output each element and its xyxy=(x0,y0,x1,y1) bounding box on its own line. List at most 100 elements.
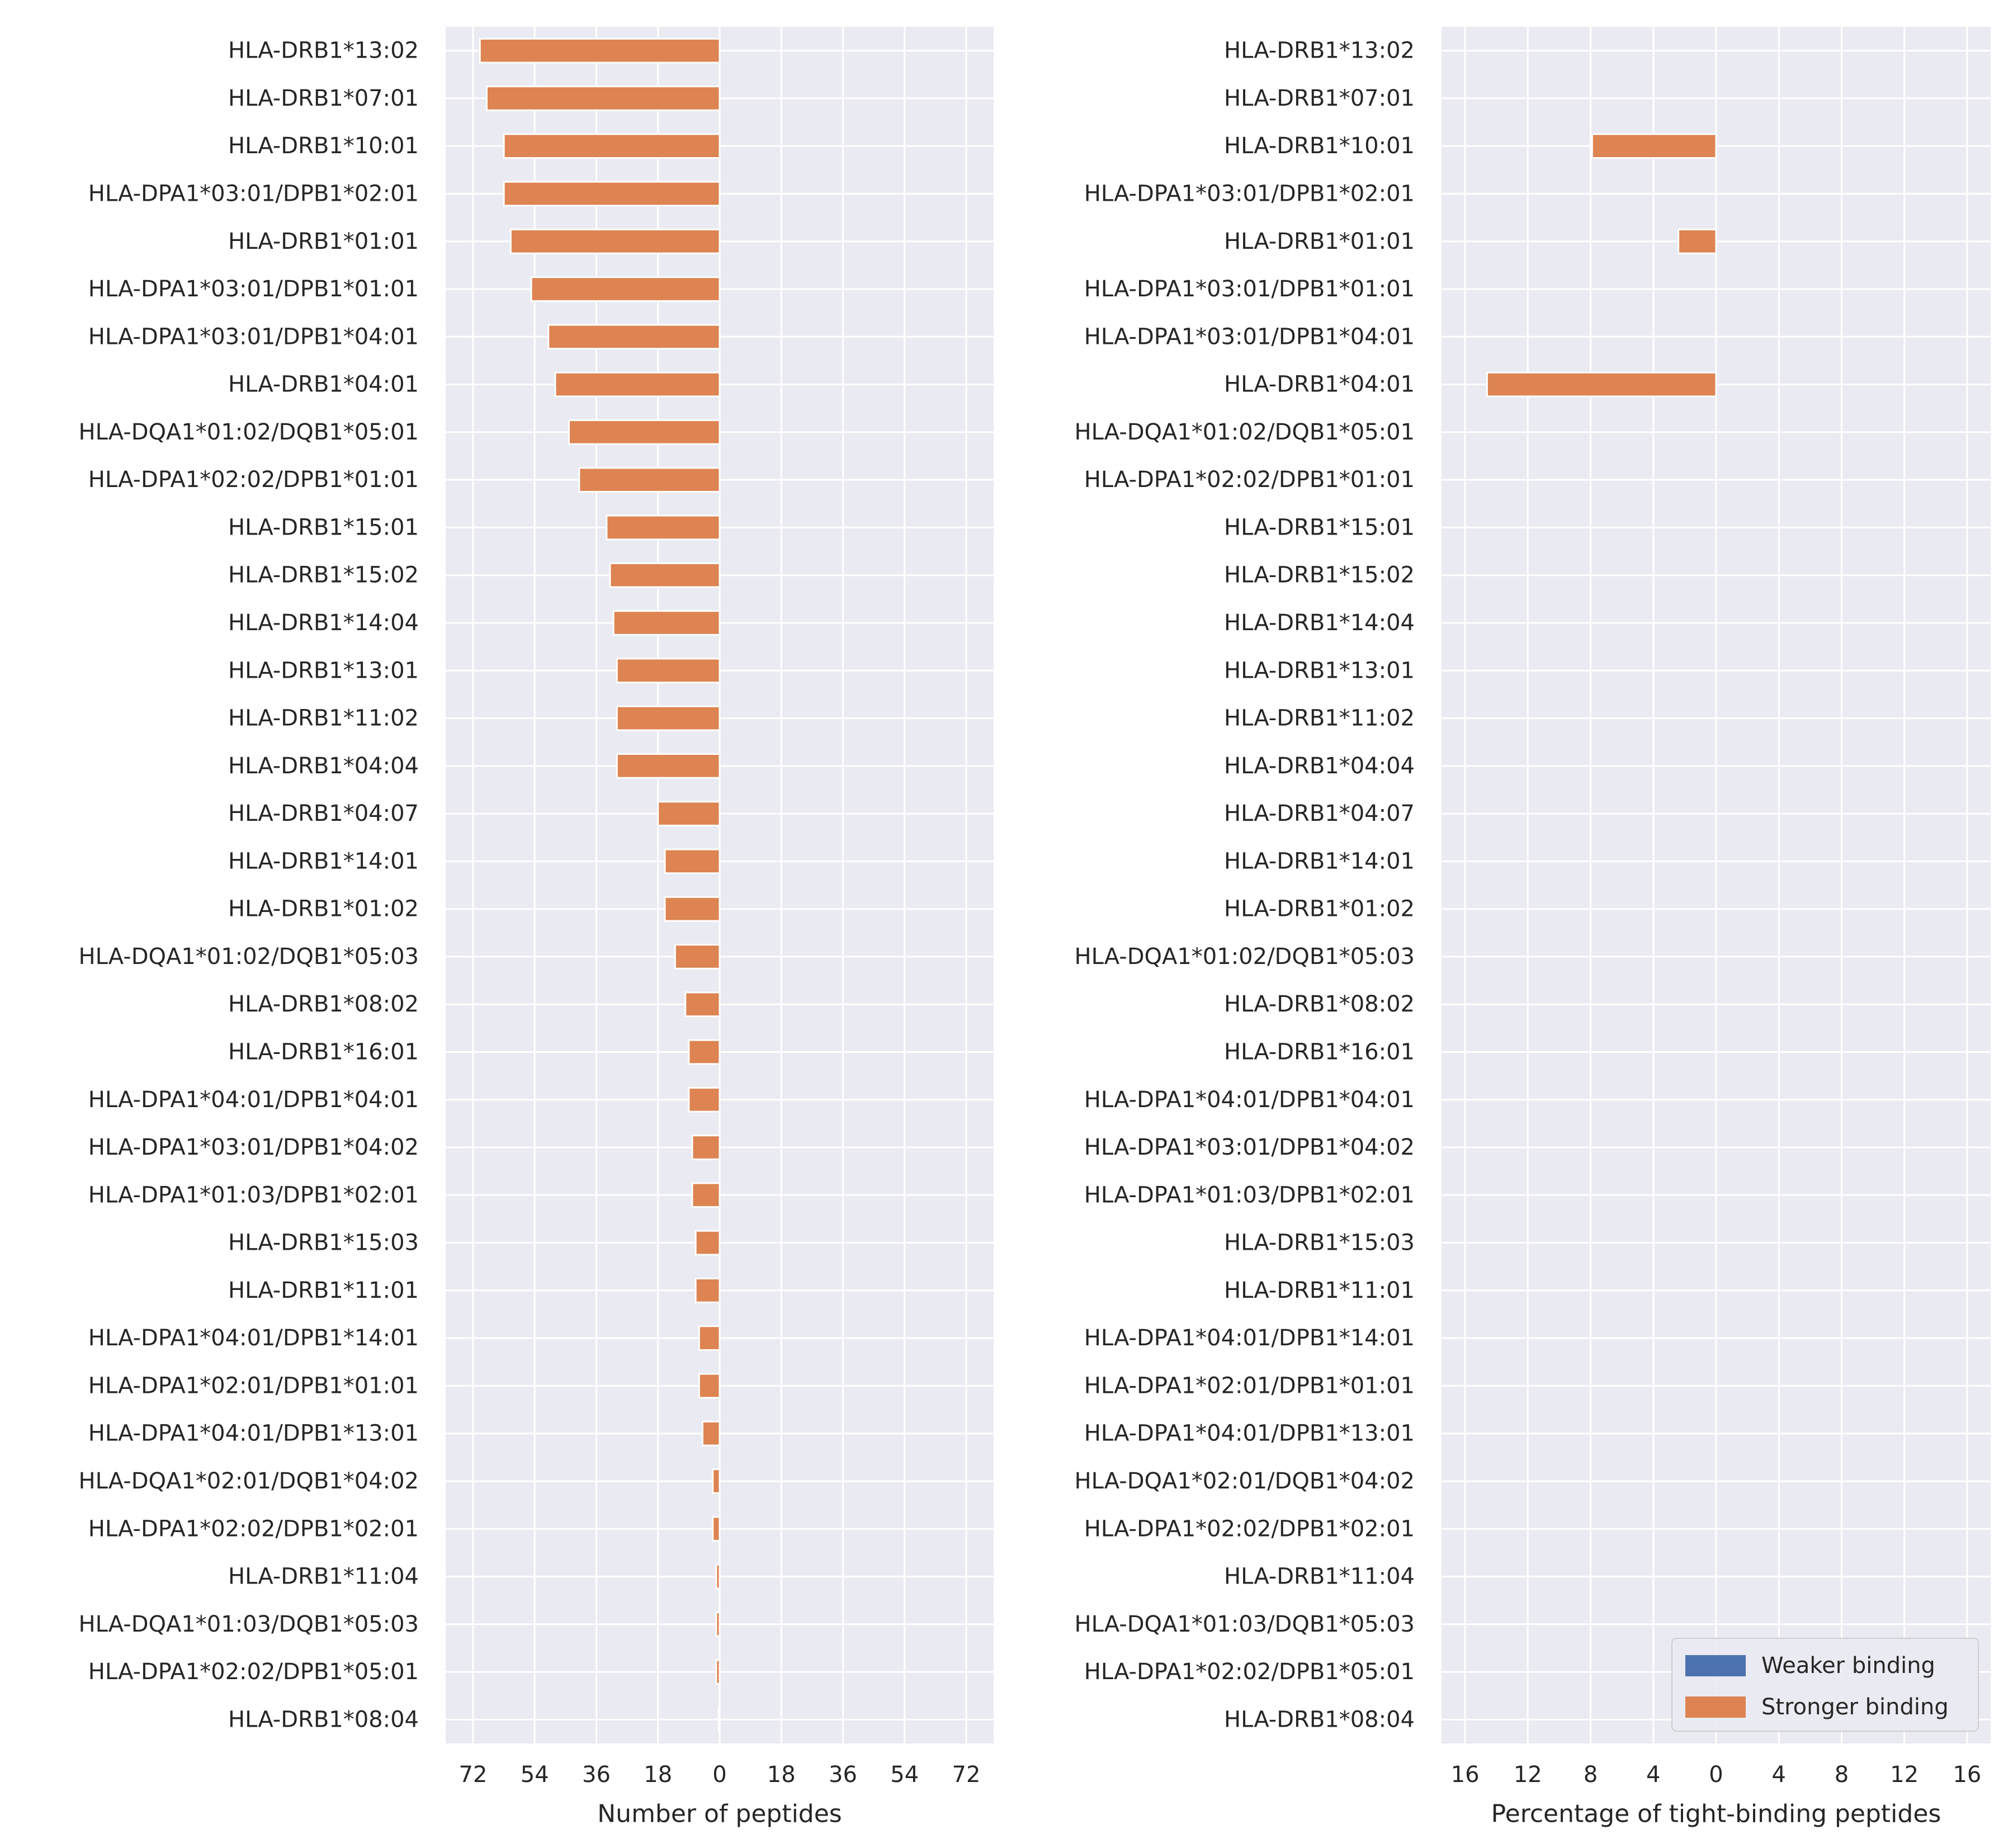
y-tick-label: HLA-DRB1*13:02 xyxy=(1224,38,1415,64)
x-tick-label: 8 xyxy=(1584,1762,1598,1788)
y-tick-label: HLA-DRB1*11:04 xyxy=(228,1564,419,1590)
y-tick-label: HLA-DRB1*04:07 xyxy=(1224,801,1415,826)
y-tick-label: HLA-DPA1*01:03/DPB1*02:01 xyxy=(88,1182,419,1208)
y-tick-label: HLA-DQA1*01:02/DQB1*05:01 xyxy=(1075,419,1415,445)
legend-swatch xyxy=(1685,1655,1746,1676)
y-tick-label: HLA-DRB1*14:01 xyxy=(1224,848,1415,874)
bar-stronger-binding xyxy=(530,276,721,302)
bar-stronger-binding xyxy=(657,801,721,826)
bar-stronger-binding xyxy=(701,1420,721,1447)
bar-stronger-binding xyxy=(688,1086,721,1113)
bar-stronger-binding xyxy=(715,1611,721,1637)
y-tick-label: HLA-DQA1*01:03/DQB1*05:03 xyxy=(1075,1611,1415,1637)
x-tick-label: 54 xyxy=(521,1762,549,1788)
bar-stronger-binding xyxy=(694,1278,721,1303)
y-tick-label: HLA-DRB1*08:04 xyxy=(1224,1707,1415,1732)
y-tick-label: HLA-DQA1*01:03/DQB1*05:03 xyxy=(79,1611,419,1637)
bar-stronger-binding xyxy=(691,1182,721,1208)
y-tick-label: HLA-DPA1*03:01/DPB1*04:02 xyxy=(88,1135,419,1160)
y-tick-label: HLA-DPA1*02:02/DPB1*05:01 xyxy=(1084,1659,1415,1685)
x-axis-title: Percentage of tight-binding peptides xyxy=(1491,1800,1941,1828)
y-tick-label: HLA-DRB1*04:01 xyxy=(228,372,419,398)
bar-stronger-binding xyxy=(712,1516,721,1542)
bar-stronger-binding xyxy=(486,86,721,111)
bar-stronger-binding xyxy=(578,467,721,493)
bar-stronger-binding xyxy=(609,562,721,588)
y-tick-label: HLA-DRB1*08:04 xyxy=(228,1707,419,1732)
y-tick-label: HLA-DRB1*04:01 xyxy=(1224,372,1415,398)
y-tick-label: HLA-DRB1*01:01 xyxy=(228,229,419,254)
legend-swatch xyxy=(1685,1696,1746,1718)
y-tick-label: HLA-DPA1*04:01/DPB1*04:01 xyxy=(1084,1087,1415,1113)
legend: Weaker binding Stronger binding xyxy=(1671,1638,1979,1732)
legend-label: Weaker binding xyxy=(1761,1653,1935,1679)
bar-stronger-binding xyxy=(684,991,721,1018)
bar-stronger-binding xyxy=(698,1325,721,1351)
bar-stronger-binding xyxy=(698,1373,721,1399)
y-tick-label: HLA-DRB1*07:01 xyxy=(1224,86,1415,111)
y-tick-label: HLA-DRB1*13:02 xyxy=(228,38,419,64)
y-tick-label: HLA-DQA1*02:01/DQB1*04:02 xyxy=(1075,1468,1415,1494)
x-tick-label: 4 xyxy=(1772,1762,1786,1788)
y-tick-label: HLA-DPA1*01:03/DPB1*02:01 xyxy=(1084,1182,1415,1208)
legend-box xyxy=(1671,1638,1979,1732)
x-tick-label: 18 xyxy=(767,1762,796,1788)
x-tick-label: 72 xyxy=(459,1762,488,1788)
bar-stronger-binding xyxy=(664,896,721,922)
bar-stronger-binding xyxy=(547,324,721,350)
bar-stronger-binding xyxy=(616,705,721,731)
y-tick-label: HLA-DPA1*02:01/DPB1*01:01 xyxy=(88,1373,419,1398)
y-tick-label: HLA-DPA1*02:02/DPB1*02:01 xyxy=(88,1516,419,1542)
chart-panel-1: HLA-DRB1*13:02 HLA-DRB1*07:01 HLA-DRB1*10:… xyxy=(79,27,994,1828)
x-tick-label: 4 xyxy=(1646,1762,1660,1788)
y-tick-label: HLA-DQA1*01:02/DQB1*05:03 xyxy=(1075,944,1415,970)
y-tick-label: HLA-DPA1*03:01/DPB1*04:01 xyxy=(1084,324,1415,349)
bar-stronger-binding xyxy=(479,37,721,64)
bar-stronger-binding xyxy=(509,228,721,254)
bar-stronger-binding xyxy=(612,610,721,636)
y-tick-label: HLA-DRB1*11:04 xyxy=(1224,1564,1415,1590)
y-tick-label: HLA-DPA1*04:01/DPB1*13:01 xyxy=(88,1421,419,1447)
y-tick-label: HLA-DRB1*15:02 xyxy=(228,563,419,588)
x-tick-label: 72 xyxy=(952,1762,981,1788)
y-tick-label: HLA-DRB1*04:04 xyxy=(228,753,419,779)
bar-stronger-binding xyxy=(715,1563,721,1590)
x-axis-title: Number of peptides xyxy=(597,1800,842,1828)
y-tick-label: HLA-DRB1*15:03 xyxy=(228,1230,419,1256)
bar-stronger-binding xyxy=(674,944,721,970)
x-tick-label: 16 xyxy=(1953,1762,1981,1788)
y-tick-label: HLA-DQA1*02:01/DQB1*04:02 xyxy=(79,1468,419,1494)
y-tick-label: HLA-DPA1*04:01/DPB1*14:01 xyxy=(88,1325,419,1351)
x-tick-label: 12 xyxy=(1514,1762,1542,1788)
bar-stronger-binding xyxy=(503,133,721,159)
y-tick-label: HLA-DPA1*02:01/DPB1*01:01 xyxy=(1084,1373,1415,1398)
y-tick-label: HLA-DRB1*15:03 xyxy=(1224,1230,1415,1256)
x-tick-label: 54 xyxy=(890,1762,919,1788)
bar-stronger-binding xyxy=(568,419,721,445)
y-tick-label: HLA-DRB1*16:01 xyxy=(228,1039,419,1065)
y-tick-label: HLA-DRB1*01:02 xyxy=(228,896,419,922)
bar-stronger-binding xyxy=(606,514,721,541)
bar-stronger-binding xyxy=(694,1230,721,1256)
bar-stronger-binding xyxy=(715,1659,721,1685)
bar-stronger-binding xyxy=(616,753,721,779)
y-tick-label: HLA-DRB1*08:02 xyxy=(1224,991,1415,1017)
y-tick-label: HLA-DPA1*03:01/DPB1*04:02 xyxy=(1084,1135,1415,1160)
y-tick-label: HLA-DPA1*02:02/DPB1*02:01 xyxy=(1084,1516,1415,1542)
y-tick-label: HLA-DPA1*02:02/DPB1*01:01 xyxy=(88,467,419,493)
chart-panel-2: HLA-DRB1*13:02 HLA-DRB1*07:01 HLA-DRB1*10:… xyxy=(1075,27,1991,1828)
y-tick-label: HLA-DRB1*07:01 xyxy=(228,86,419,111)
y-tick-label: HLA-DPA1*03:01/DPB1*02:01 xyxy=(1084,181,1415,206)
y-tick-label: HLA-DRB1*14:04 xyxy=(1224,610,1415,636)
x-tick-label: 36 xyxy=(829,1762,857,1788)
x-tick-label: 0 xyxy=(712,1762,726,1788)
y-tick-label: HLA-DRB1*10:01 xyxy=(1224,133,1415,159)
y-tick-label: HLA-DRB1*14:01 xyxy=(228,848,419,874)
x-tick-label: 18 xyxy=(644,1762,672,1788)
x-tick-label: 12 xyxy=(1890,1762,1919,1788)
y-tick-label: HLA-DPA1*04:01/DPB1*14:01 xyxy=(1084,1325,1415,1351)
bar-stronger-binding xyxy=(503,181,721,207)
y-tick-label: HLA-DRB1*11:02 xyxy=(228,706,419,731)
legend-label: Stronger binding xyxy=(1761,1694,1949,1720)
